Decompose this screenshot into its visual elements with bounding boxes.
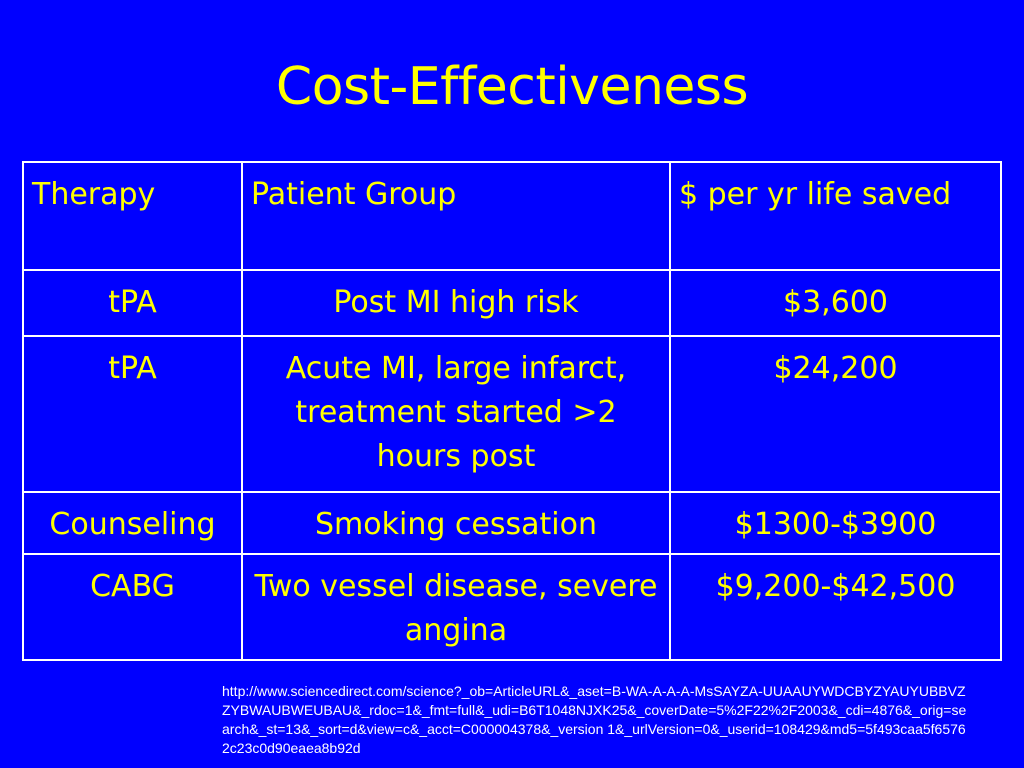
cell-cost: $1300-$3900: [669, 491, 1002, 555]
header-therapy: Therapy: [22, 161, 243, 271]
slide-title: Cost-Effectiveness: [275, 57, 749, 117]
table-row: CABG Two vessel disease, severe angina $…: [22, 553, 1002, 661]
table-row: Counseling Smoking cessation $1300-$3900: [22, 491, 1002, 555]
cell-cost: $9,200-$42,500: [669, 553, 1002, 661]
cell-cost: $3,600: [669, 269, 1002, 337]
cell-therapy: CABG: [22, 553, 243, 661]
cell-patient-group: Smoking cessation: [241, 491, 671, 555]
table-header-row: Therapy Patient Group $ per yr life save…: [22, 161, 1002, 271]
header-patient-group: Patient Group: [241, 161, 671, 271]
cell-therapy: tPA: [22, 335, 243, 493]
header-cost-per-life-year: $ per yr life saved: [669, 161, 1002, 271]
cost-effectiveness-table: Therapy Patient Group $ per yr life save…: [22, 161, 1002, 661]
cell-patient-group: Two vessel disease, severe angina: [241, 553, 671, 661]
cell-therapy: tPA: [22, 269, 243, 337]
source-url: http://www.sciencedirect.com/science?_ob…: [222, 683, 967, 756]
table-row: tPA Acute MI, large infarct, treatment s…: [22, 335, 1002, 493]
cell-therapy: Counseling: [22, 491, 243, 555]
cell-patient-group: Acute MI, large infarct, treatment start…: [241, 335, 671, 493]
table-row: tPA Post MI high risk $3,600: [22, 269, 1002, 337]
cell-cost: $24,200: [669, 335, 1002, 493]
cell-patient-group: Post MI high risk: [241, 269, 671, 337]
